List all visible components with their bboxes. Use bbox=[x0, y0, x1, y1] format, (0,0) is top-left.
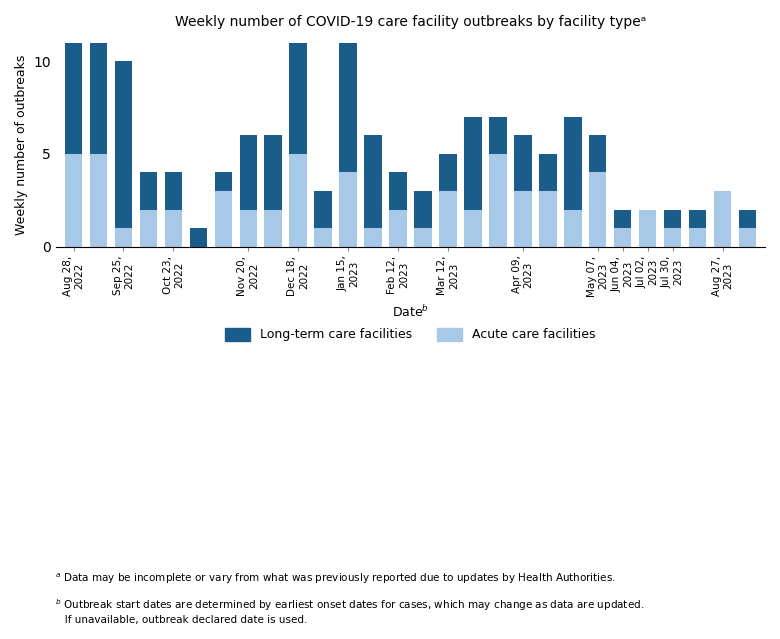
Title: Weekly number of COVID-19 care facility outbreaks by facility typeᵃ: Weekly number of COVID-19 care facility … bbox=[175, 15, 646, 29]
Bar bbox=[389, 173, 407, 210]
Bar bbox=[639, 210, 657, 247]
Bar bbox=[514, 135, 532, 191]
Bar bbox=[140, 173, 157, 210]
Bar bbox=[289, 154, 307, 247]
Bar bbox=[90, 24, 107, 154]
Bar bbox=[314, 228, 332, 247]
Bar bbox=[564, 210, 582, 247]
Bar bbox=[714, 191, 732, 247]
Y-axis label: Weekly number of outbreaks: Weekly number of outbreaks bbox=[15, 54, 28, 235]
Bar bbox=[464, 210, 482, 247]
Bar bbox=[664, 210, 682, 228]
Bar bbox=[239, 210, 257, 247]
Bar bbox=[65, 154, 82, 247]
Bar bbox=[514, 191, 532, 247]
Bar bbox=[364, 228, 382, 247]
Bar bbox=[739, 210, 757, 228]
X-axis label: Date$^b$: Date$^b$ bbox=[392, 304, 429, 320]
Bar bbox=[364, 135, 382, 228]
Bar bbox=[564, 117, 582, 210]
Bar bbox=[165, 173, 182, 210]
Bar bbox=[115, 228, 132, 247]
Bar bbox=[689, 228, 707, 247]
Bar bbox=[389, 210, 407, 247]
Bar bbox=[314, 191, 332, 228]
Bar bbox=[489, 117, 507, 154]
Bar bbox=[464, 117, 482, 210]
Bar bbox=[439, 191, 457, 247]
Bar bbox=[689, 210, 707, 228]
Bar bbox=[489, 154, 507, 247]
Bar bbox=[739, 228, 757, 247]
Bar bbox=[239, 135, 257, 210]
Bar bbox=[439, 154, 457, 191]
Bar bbox=[140, 210, 157, 247]
Bar bbox=[90, 154, 107, 247]
Bar bbox=[190, 228, 207, 247]
Bar bbox=[614, 210, 632, 228]
Bar bbox=[215, 173, 232, 191]
Bar bbox=[589, 173, 607, 247]
Bar bbox=[289, 43, 307, 154]
Bar bbox=[539, 154, 557, 191]
Bar bbox=[614, 228, 632, 247]
Text: $^a$ Data may be incomplete or vary from what was previously reported due to upd: $^a$ Data may be incomplete or vary from… bbox=[55, 572, 615, 587]
Bar bbox=[215, 191, 232, 247]
Bar bbox=[339, 43, 356, 173]
Bar bbox=[339, 173, 356, 247]
Bar bbox=[414, 228, 432, 247]
Bar bbox=[264, 210, 282, 247]
Bar bbox=[539, 191, 557, 247]
Bar bbox=[664, 228, 682, 247]
Text: $^b$ Outbreak start dates are determined by earliest onset dates for cases, whic: $^b$ Outbreak start dates are determined… bbox=[55, 597, 643, 625]
Bar bbox=[589, 135, 607, 173]
Bar bbox=[65, 43, 82, 154]
Bar bbox=[165, 210, 182, 247]
Bar bbox=[115, 61, 132, 228]
Bar bbox=[414, 191, 432, 228]
Bar bbox=[264, 135, 282, 210]
Legend: Long-term care facilities, Acute care facilities: Long-term care facilities, Acute care fa… bbox=[220, 323, 601, 346]
